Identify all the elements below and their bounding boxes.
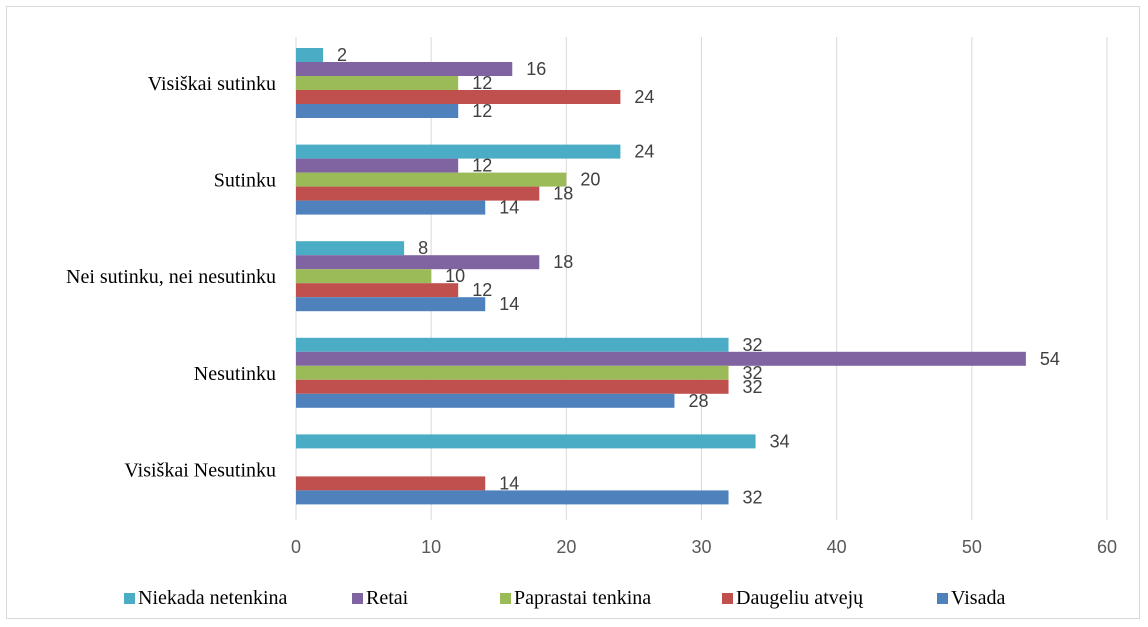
data-label: 2 [337,45,347,65]
category-axis: Visiškai sutinku Sutinku Nei sutinku, nei … [66,73,276,481]
bar-niekada-netenkina [296,434,756,449]
bar-paprastai-tenkina [296,365,729,380]
data-label: 34 [770,431,790,451]
data-label: 8 [418,238,428,258]
legend-swatch-niekada-netenkina [124,593,135,604]
bar-visada [296,297,486,312]
data-label: 18 [553,252,573,272]
data-label: 54 [1040,349,1060,369]
data-label: 14 [499,294,519,314]
bar-paprastai-tenkina [296,172,567,187]
data-label: 24 [634,142,654,162]
category-label: Sutinku [214,170,276,192]
category-label: Nesutinku [194,363,276,385]
data-label: 32 [743,487,763,507]
data-label: 12 [472,73,492,93]
bar-niekada-netenkina [296,337,729,352]
category-label: Visiškai sutinku [148,73,276,95]
data-label: 32 [743,335,763,355]
bar-visada [296,104,459,118]
data-label: 18 [553,184,573,204]
legend: Niekada netenkina Retai Paprastai tenkina D… [124,587,1005,609]
legend-label: Paprastai tenkina [514,587,651,609]
legend-label: Retai [366,587,409,609]
data-label: 28 [688,391,708,411]
bar-niekada-netenkina [296,48,324,62]
data-label: 16 [526,59,546,79]
data-label: 14 [499,198,519,218]
bar-niekada-netenkina [296,241,405,256]
bar-daugeliu-atvej [296,186,540,201]
category-label: Nei sutinku, nei nesutinku [66,266,276,288]
bar-daugeliu-atvej [296,476,486,491]
bar-paprastai-tenkina [296,76,459,90]
chart-frame [6,6,1140,619]
bar-retai [296,351,1026,366]
data-label: 14 [499,473,519,493]
bar-daugeliu-atvej [296,90,621,104]
bar-daugeliu-atvej [296,379,729,394]
legend-label: Daugeliu atvejų [736,587,864,609]
x-tick-label: 60 [1097,537,1117,557]
data-label: 32 [743,377,763,397]
bar-visada [296,393,675,408]
x-tick-label: 50 [962,537,982,557]
bar-visada [296,200,486,215]
bar-retai [296,62,513,76]
bar-visada [296,490,729,505]
category-label: Visiškai Nesutinku [124,459,276,481]
x-tick-label: 0 [291,537,301,557]
legend-label: Niekada netenkina [138,587,287,609]
data-label: 24 [634,87,654,107]
bar-niekada-netenkina [296,144,621,159]
legend-swatch-retai [352,593,363,604]
legend-swatch-daugeliu-atvej [722,593,733,604]
x-tick-label: 40 [827,537,847,557]
bar-paprastai-tenkina [296,269,432,284]
value-axis: 0 10 20 30 40 50 60 [291,537,1117,557]
bar-daugeliu-atvej [296,283,459,298]
legend-swatch-visada [937,593,948,604]
bars [296,48,1026,505]
data-label: 12 [472,101,492,121]
data-label: 32 [743,363,763,383]
data-label: 10 [445,266,465,286]
bar-retai [296,255,540,270]
bar-retai [296,158,459,173]
data-labels: 2161224122412201814818101214325432322834… [337,45,1060,507]
legend-label: Visada [951,587,1005,609]
x-tick-label: 30 [691,537,711,557]
legend-swatch-paprastai-tenkina [500,593,511,604]
x-tick-label: 20 [556,537,576,557]
data-label: 12 [472,280,492,300]
data-label: 12 [472,156,492,176]
x-tick-label: 10 [421,537,441,557]
data-label: 20 [580,170,600,190]
